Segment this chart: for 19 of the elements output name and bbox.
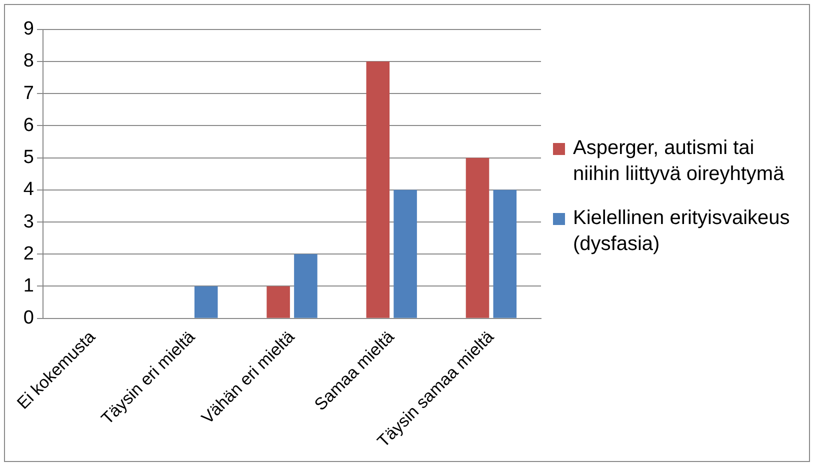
legend-label: Kielellinen erityisvaikeus (dysfasia)	[573, 206, 791, 257]
bar	[266, 286, 290, 318]
y-tick-label: 8	[23, 50, 34, 72]
bar	[394, 190, 417, 318]
bar	[366, 62, 390, 318]
y-tick-label: 9	[23, 18, 34, 40]
y-tick-label: 7	[23, 82, 34, 104]
legend-label: Asperger, autismi tai niihin liittyvä oireyhtymä	[573, 136, 786, 187]
bar	[294, 254, 318, 318]
y-tick-label: 1	[23, 275, 34, 296]
bar	[493, 190, 517, 318]
y-tick-label: 2	[23, 243, 34, 264]
y-tick-label: 4	[23, 179, 34, 200]
y-tick-label: 3	[23, 211, 34, 232]
y-tick-label: 5	[23, 147, 34, 168]
bar	[466, 158, 490, 318]
y-tick-label: 0	[23, 308, 34, 329]
y-tick-label: 6	[23, 114, 34, 136]
bar	[194, 286, 218, 318]
